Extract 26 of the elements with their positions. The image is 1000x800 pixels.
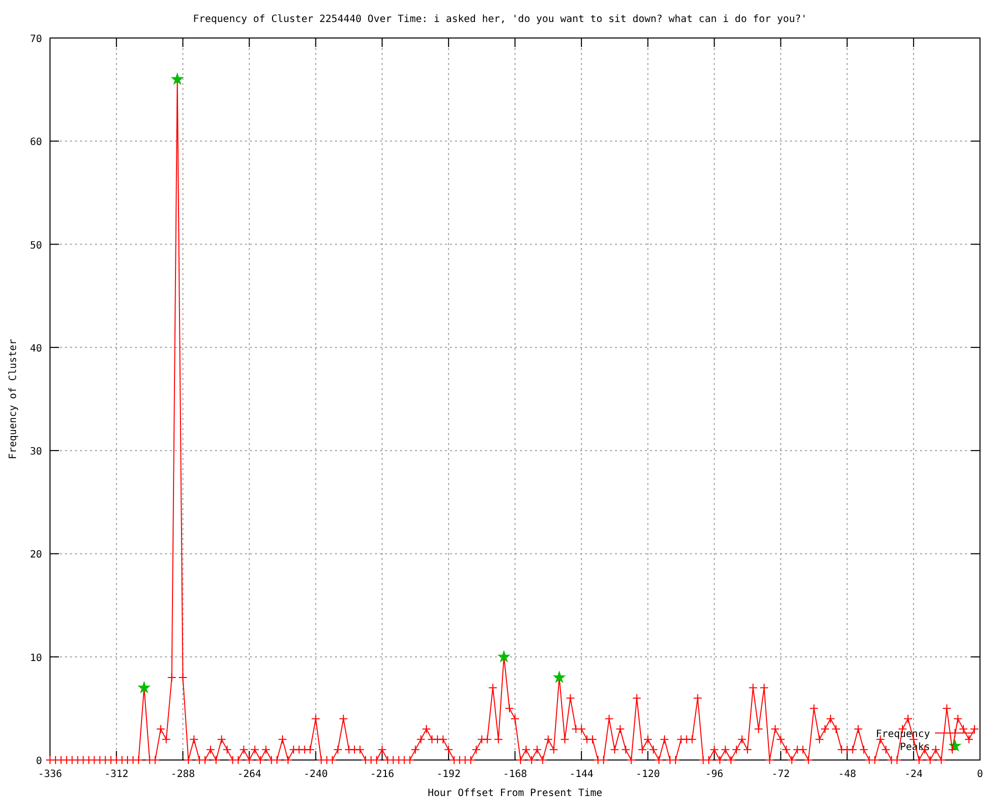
y-tick-label: 10 (30, 652, 42, 664)
x-tick-label: -240 (304, 769, 328, 780)
x-tick-label: -216 (370, 769, 394, 780)
x-tick-label: -144 (569, 769, 594, 780)
x-tick-label: -48 (838, 769, 856, 780)
x-tick-label: -192 (436, 769, 461, 780)
y-tick-label: 50 (30, 240, 42, 252)
x-tick-label: -72 (772, 769, 790, 780)
x-tick-label: -288 (170, 769, 195, 780)
y-tick-label: 60 (30, 137, 42, 148)
y-tick-label: 70 (30, 34, 42, 45)
y-axis-title: Frequency of Cluster (8, 338, 19, 460)
x-tick-label: 0 (976, 769, 984, 780)
x-axis-title: Hour Offset From Present Time (428, 788, 602, 799)
x-tick-label: -96 (705, 769, 724, 780)
chart-title: Frequency of Cluster 2254440 Over Time: i asked her, 'do you want to sit down? what can i do for you?' (192, 14, 808, 25)
x-tick-label: -336 (38, 769, 62, 780)
y-tick-label: 20 (30, 550, 42, 561)
x-tick-label: -264 (237, 769, 262, 780)
x-tick-label: -168 (502, 769, 528, 780)
x-tick-label: -312 (104, 769, 128, 780)
y-tick-label: 30 (30, 446, 42, 458)
y-tick-label: 40 (30, 343, 42, 354)
y-tick-label: 0 (36, 756, 42, 767)
x-tick-label: -24 (904, 769, 923, 780)
x-tick-label: -120 (636, 769, 660, 780)
